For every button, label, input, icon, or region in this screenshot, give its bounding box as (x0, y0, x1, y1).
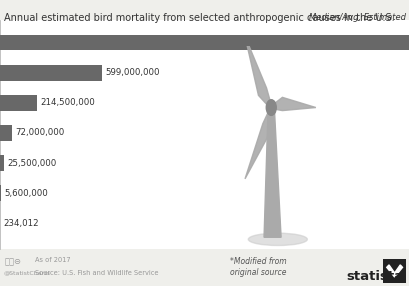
Text: 234,012: 234,012 (3, 219, 39, 228)
Text: Median/Avg. Estimated: Median/Avg. Estimated (308, 13, 405, 22)
Text: *Modified from
original source: *Modified from original source (229, 257, 285, 277)
Text: 25,500,000: 25,500,000 (8, 158, 57, 168)
Bar (0, 185, 1, 201)
Text: 72,000,000: 72,000,000 (16, 128, 65, 137)
Text: Source: U.S. Fish and Wildlife Service: Source: U.S. Fish and Wildlife Service (35, 270, 158, 276)
Text: @StatistCharts: @StatistCharts (4, 270, 51, 275)
Polygon shape (263, 112, 281, 237)
Polygon shape (245, 36, 271, 108)
Polygon shape (245, 107, 272, 179)
Polygon shape (386, 265, 402, 277)
Circle shape (265, 100, 276, 115)
Bar (0, 35, 409, 50)
Bar (0, 65, 102, 81)
Text: As of 2017: As of 2017 (35, 257, 70, 263)
Text: 5,600,000: 5,600,000 (4, 189, 48, 198)
Text: Ⓒⓘ⊝: Ⓒⓘ⊝ (4, 257, 21, 266)
Text: 599,000,000: 599,000,000 (106, 68, 160, 77)
Polygon shape (271, 97, 315, 111)
Ellipse shape (248, 233, 307, 245)
Bar (0, 95, 36, 111)
Bar (0, 155, 4, 171)
Text: Annual estimated bird mortality from selected anthropogenic causes in the U.S.: Annual estimated bird mortality from sel… (4, 13, 394, 23)
Bar (0, 125, 12, 141)
Text: statista: statista (346, 270, 402, 283)
Text: 214,500,000: 214,500,000 (40, 98, 94, 107)
